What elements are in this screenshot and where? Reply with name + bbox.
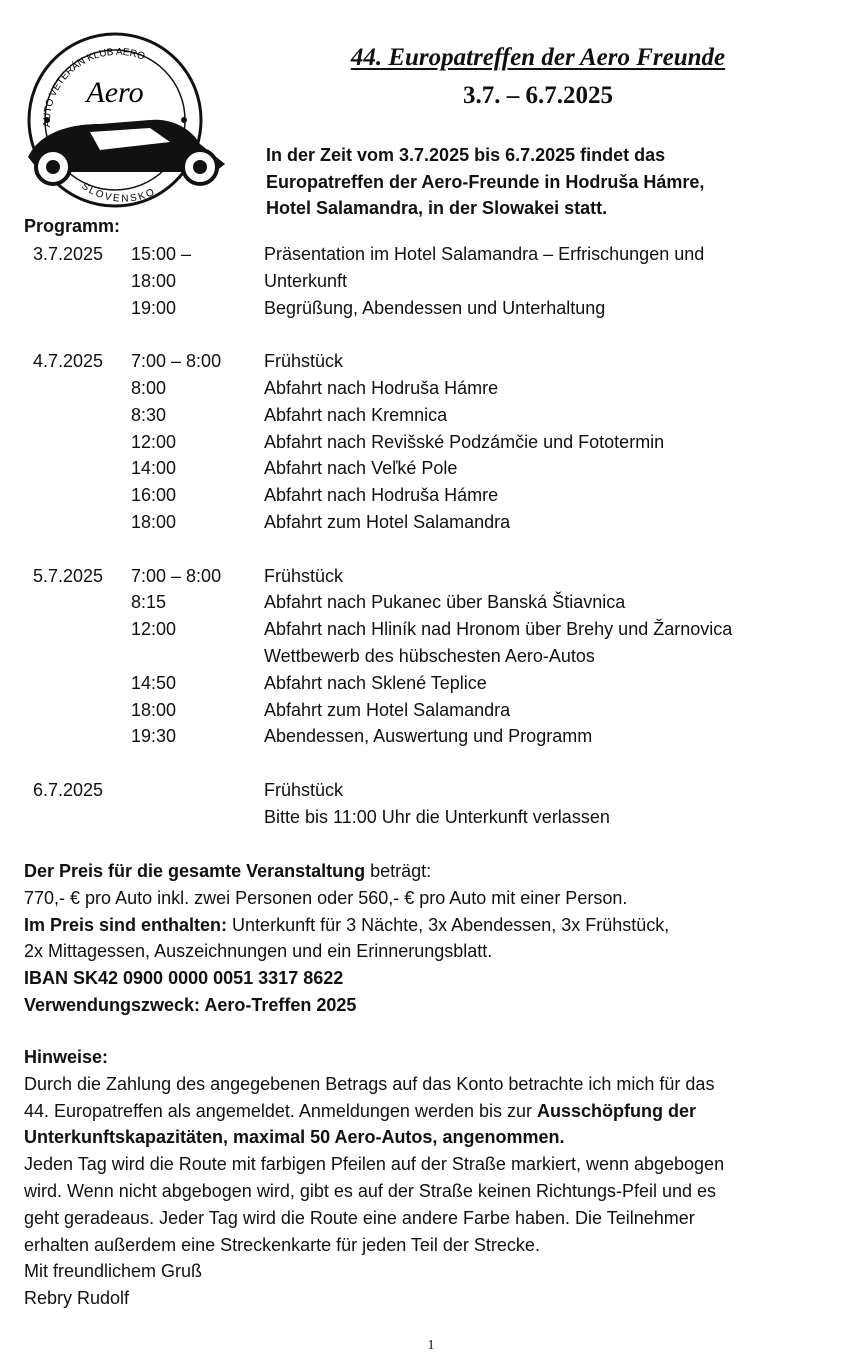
schedule-row: 8:15 Abfahrt nach Pukanec über Banská Šti… <box>0 589 850 616</box>
schedule-event: Abendessen, Auswertung und Programm <box>264 726 593 747</box>
schedule-time: 15:00 – <box>131 244 192 264</box>
schedule-event: Frühstück <box>264 565 344 586</box>
intro-text: In der Zeit vom 3.7.2025 bis 6.7.2025 fi… <box>266 142 826 222</box>
club-logo: AUTO VETERÁN KLUB AERO SLOVENSKO Aero <box>27 32 225 208</box>
svg-text:Aero: Aero <box>84 76 143 109</box>
signature: Rebry Rudolf <box>24 1288 130 1309</box>
notes-line: geht geradeaus. Jeder Tag wird die Route… <box>24 1207 695 1228</box>
schedule-event: Abfahrt nach Pukanec über Banská Štiavni… <box>264 592 626 613</box>
programm-heading: Programm: <box>24 216 121 236</box>
schedule-row: 4.7.2025 7:00 – 8:00 Frühstück <box>0 348 850 375</box>
included-text: Unterkunft für 3 Nächte, 3x Abendessen, … <box>227 914 670 935</box>
schedule-event: Abfahrt nach Hodruša Hámre <box>264 377 499 398</box>
schedule-time: 8:15 <box>131 592 167 613</box>
included-text-2: 2x Mittagessen, Auszeichnungen und ein E… <box>24 941 493 962</box>
schedule-row: 18:00 Abfahrt zum Hotel Salamandra <box>0 509 850 536</box>
notes-line: erhalten außerdem eine Streckenkarte für… <box>24 1234 540 1255</box>
greeting: Mit freundlichem Gruß <box>24 1261 203 1282</box>
notes-bold: Ausschöpfung der <box>537 1100 697 1121</box>
notes-bold: Unterkunftskapazitäten, maximal 50 Aero-… <box>24 1127 565 1148</box>
schedule-time: 19:00 <box>131 297 177 318</box>
schedule-time: 12:00 <box>131 431 177 452</box>
schedule-date: 5.7.2025 <box>33 565 104 586</box>
schedule-event: Abfahrt zum Hotel Salamandra <box>264 699 511 720</box>
payment-purpose: Verwendungszweck: Aero-Treffen 2025 <box>24 994 357 1015</box>
schedule-time: 8:30 <box>131 404 167 425</box>
schedule-row: 8:00 Abfahrt nach Hodruša Hámre <box>0 375 850 402</box>
notes-line: wird. Wenn nicht abgebogen wird, gibt es… <box>24 1180 717 1201</box>
schedule-time: 12:00 <box>131 619 177 640</box>
schedule-date: 3.7.2025 <box>33 244 104 264</box>
schedule-time: 8:00 <box>131 377 167 398</box>
schedule-event: Unterkunft <box>264 270 348 291</box>
event-dates: 3.7. – 6.7.2025 <box>463 82 613 109</box>
notes-line: 44. Europatreffen als angemeldet. Anmeld… <box>24 1100 537 1121</box>
schedule-event: Präsentation im Hotel Salamandra – Erfri… <box>264 244 705 264</box>
schedule-event: Abfahrt nach Hliník nad Hronom über Breh… <box>264 619 733 640</box>
schedule-time: 14:00 <box>131 458 177 479</box>
price-label: Der Preis für die gesamte Veranstaltung <box>24 861 366 881</box>
schedule-row: 14:50 Abfahrt nach Sklené Teplice <box>0 670 850 697</box>
schedule-row: 14:00 Abfahrt nach Veľké Pole <box>0 455 850 482</box>
schedule-event: Abfahrt nach Hodruša Hámre <box>264 485 499 506</box>
schedule-event: Frühstück <box>264 779 344 800</box>
price-text: beträgt: <box>365 861 432 881</box>
schedule-event: Wettbewerb des hübschesten Aero-Autos <box>264 645 595 666</box>
schedule-row: 18:00 Unterkunft <box>0 268 850 295</box>
schedule-event: Abfahrt nach Kremnica <box>264 404 448 425</box>
schedule-row: 12:00 Abfahrt nach Revišské Podzámčie und… <box>0 429 850 456</box>
intro-line: Europatreffen der Aero-Freunde in Hodruš… <box>266 171 705 192</box>
document-title: 44. Europatreffen der Aero Freunde <box>350 44 726 71</box>
notes-heading: Hinweise: <box>24 1047 109 1067</box>
notes-section: Hinweise: Durch die Zahlung des angegebe… <box>24 1044 824 1312</box>
schedule-time: 19:30 <box>131 726 177 747</box>
iban: IBAN SK42 0900 0000 0051 3317 8622 <box>24 968 344 989</box>
schedule-gap <box>0 750 850 777</box>
schedule-row: Bitte bis 11:00 Uhr die Unterkunft verla… <box>0 804 850 831</box>
schedule-time: 7:00 – 8:00 <box>131 565 222 586</box>
schedule-row: 18:00 Abfahrt zum Hotel Salamandra <box>0 697 850 724</box>
schedule-row: 12:00 Abfahrt nach Hliník nad Hronom über… <box>0 616 850 643</box>
intro-line: Hotel Salamandra, in der Slowakei statt. <box>266 198 608 218</box>
included-label: Im Preis sind enthalten: <box>24 914 228 935</box>
schedule-event: Abfahrt nach Veľké Pole <box>264 458 458 479</box>
schedule-row: 19:00 Begrüßung, Abendessen und Unterhalt… <box>0 295 850 322</box>
schedule-time: 14:50 <box>131 672 177 693</box>
schedule-event: Abfahrt nach Revišské Podzámčie und Foto… <box>264 431 665 452</box>
schedule-event: Begrüßung, Abendessen und Unterhaltung <box>264 297 606 318</box>
schedule-event: Abfahrt nach Sklené Teplice <box>264 672 487 693</box>
schedule-event: Bitte bis 11:00 Uhr die Unterkunft verla… <box>264 806 610 827</box>
schedule-date: 6.7.2025 <box>33 779 104 800</box>
schedule-row: 3.7.2025 15:00 – Präsentation im Hotel Sal… <box>0 241 850 268</box>
schedule-event: Frühstück <box>264 351 344 372</box>
schedule-time: 18:00 <box>131 699 177 720</box>
schedule-event: Abfahrt zum Hotel Salamandra <box>264 511 511 532</box>
schedule-time: 16:00 <box>131 485 177 506</box>
schedule-time: 18:00 <box>131 511 177 532</box>
schedule-time: 7:00 – 8:00 <box>131 351 222 372</box>
price-amounts: 770,- € pro Auto inkl. zwei Personen ode… <box>24 887 628 908</box>
price-section: Der Preis für die gesamte Veranstaltung … <box>24 858 824 1019</box>
schedule-row: Wettbewerb des hübschesten Aero-Autos <box>0 643 850 670</box>
schedule: 3.7.2025 15:00 – Präsentation im Hotel Sal… <box>0 241 850 831</box>
schedule-row: 5.7.2025 7:00 – 8:00 Frühstück <box>0 563 850 590</box>
schedule-row: 6.7.2025 Frühstück <box>0 777 850 804</box>
intro-line: In der Zeit vom 3.7.2025 bis 6.7.2025 fi… <box>266 145 666 165</box>
notes-line: Jeden Tag wird die Route mit farbigen Pf… <box>24 1154 725 1175</box>
page-number: 1 <box>427 1338 435 1353</box>
schedule-date: 4.7.2025 <box>33 351 104 372</box>
schedule-gap <box>0 321 850 348</box>
schedule-row: 19:30 Abendessen, Auswertung und Programm <box>0 723 850 750</box>
schedule-row: 16:00 Abfahrt nach Hodruša Hámre <box>0 482 850 509</box>
schedule-time: 18:00 <box>131 270 177 291</box>
schedule-row: 8:30 Abfahrt nach Kremnica <box>0 402 850 429</box>
schedule-gap <box>0 536 850 563</box>
notes-line: Durch die Zahlung des angegebenen Betrag… <box>24 1073 715 1094</box>
